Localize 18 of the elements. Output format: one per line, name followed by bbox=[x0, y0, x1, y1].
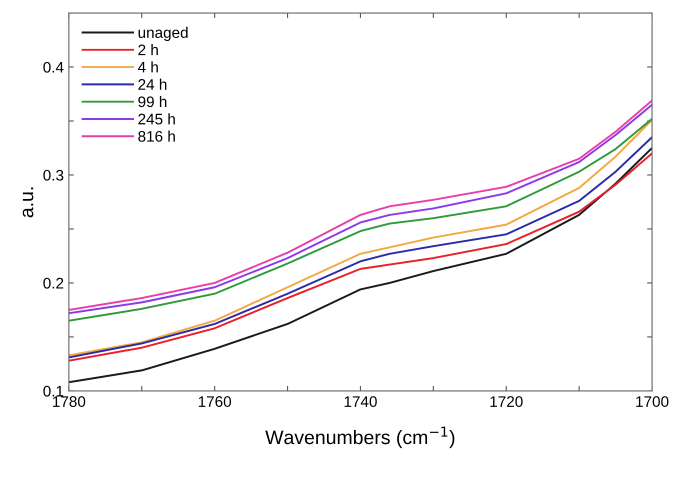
legend-label: 816 h bbox=[138, 130, 175, 142]
y-tick-label: 0.4 bbox=[43, 62, 64, 73]
y-tick-label: 0.3 bbox=[43, 170, 64, 181]
x-tick-label: 1720 bbox=[490, 396, 523, 407]
legend-label: 2 h bbox=[138, 44, 158, 56]
legend-label: 4 h bbox=[138, 61, 158, 72]
y-tick-label: 0.2 bbox=[43, 278, 64, 289]
legend-label: 99 h bbox=[138, 96, 166, 108]
x-tick-label: 1700 bbox=[636, 396, 668, 407]
legend-label: 245 h bbox=[138, 113, 175, 124]
legend-label: unaged bbox=[138, 26, 188, 42]
x-tick-label: 1760 bbox=[198, 396, 232, 407]
x-tick-label: 1740 bbox=[344, 396, 377, 407]
legend-label: 24 h bbox=[138, 78, 166, 90]
y-axis-title: a.u. bbox=[22, 188, 34, 218]
x-tick-label: 1780 bbox=[53, 396, 86, 407]
x-axis-title: Wavenumbers (cm$^{−1}$) bbox=[265, 426, 454, 448]
y-tick-label: 0.1 bbox=[43, 386, 64, 397]
